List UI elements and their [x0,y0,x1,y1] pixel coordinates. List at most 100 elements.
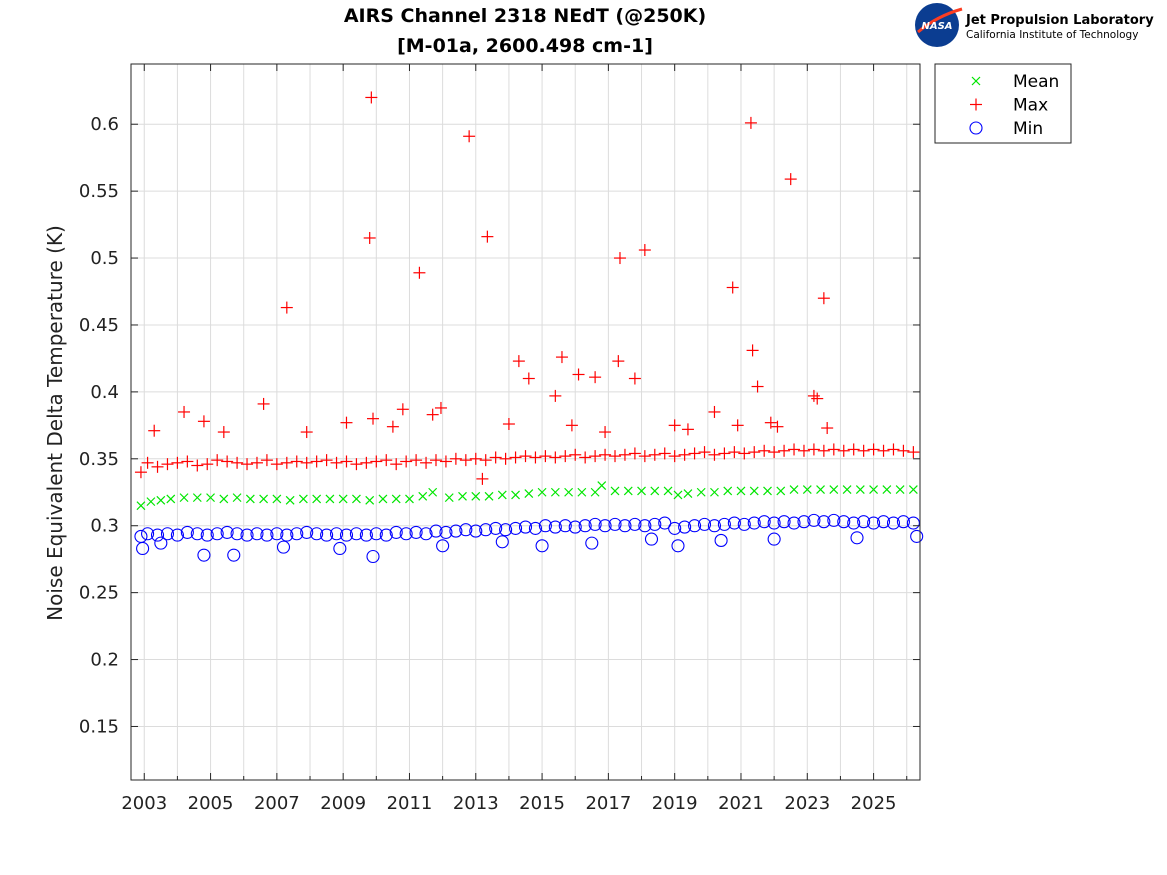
legend-marker-min [969,121,983,135]
data-point [908,485,918,495]
data-point [370,455,383,468]
data-point [776,486,786,496]
data-point [260,528,274,542]
data-point [549,451,562,464]
data-point [837,515,851,529]
data-point [767,516,781,530]
data-point [817,515,831,529]
data-point [449,524,463,538]
data-point [807,389,820,402]
data-point [757,515,771,529]
data-point [751,380,764,393]
data-point [310,455,323,468]
data-point [495,535,509,549]
data-point [141,527,155,541]
x-tick-label: 2013 [453,793,499,814]
data-point [280,528,294,542]
data-point [910,529,924,543]
data-point [330,456,343,469]
series-layer [134,91,924,564]
data-point [887,443,900,456]
nasa-swoosh-icon [917,7,963,34]
data-point [479,523,493,537]
data-point [837,444,850,457]
data-point [907,446,920,459]
x-tick-label: 2021 [718,793,764,814]
data-point [609,450,622,463]
data-point [811,392,824,405]
data-point [390,458,403,471]
data-point [426,408,439,421]
data-point [210,527,224,541]
data-point [869,485,879,495]
data-point [710,487,719,497]
data-point [585,536,599,550]
data-point [797,444,810,457]
data-point [300,456,313,469]
data-point [597,481,607,490]
series-min [134,513,924,564]
data-point [200,528,214,542]
data-point [857,444,870,457]
data-point [668,521,682,535]
data-point [201,458,214,471]
data-point [817,444,830,457]
data-point [638,450,651,463]
data-point [896,515,910,529]
data-point [329,527,344,541]
y-tick-label: 0.5 [90,248,119,269]
y-tick-label: 0.25 [79,583,119,604]
data-point [618,519,632,533]
data-point [696,487,706,497]
data-point [280,456,293,469]
data-point [688,519,702,533]
data-point [481,230,494,243]
data-point [428,487,438,497]
data-point [738,447,751,460]
data-point [658,447,671,460]
data-point [511,490,520,500]
data-point [280,301,293,314]
series-max [134,91,920,485]
data-point [148,424,161,437]
data-point [136,501,146,511]
data-point [565,419,578,432]
data-point [673,490,683,500]
legend: Mean Max Min [934,63,1072,144]
data-point [340,416,353,429]
legend-items: Mean Max Min [969,72,1059,139]
data-point [509,521,523,535]
data-point [589,450,602,463]
data-point [241,458,254,471]
data-point [179,493,189,503]
data-point [378,494,388,504]
data-point [290,527,304,541]
x-tick-label: 2005 [188,793,234,814]
data-point [767,532,781,546]
data-point [191,459,204,472]
y-tick-labels: 0.15 0.2 0.25 0.3 0.35 0.4 0.45 0.5 0.55 0.6 [79,114,119,737]
data-point [340,455,353,468]
legend-label-mean: Mean [1013,72,1059,92]
data-point [192,493,202,503]
data-point [211,454,224,467]
data-point [737,517,751,531]
data-point [797,515,811,529]
x-tick-label: 2007 [254,793,300,814]
data-point [206,493,215,503]
data-point [369,527,383,541]
data-point [707,519,722,533]
data-point [768,446,781,459]
data-point [400,455,413,468]
data-point [221,455,234,468]
data-point [568,520,582,534]
data-point [232,493,242,503]
data-point [363,231,376,244]
data-point [272,494,282,504]
data-point [413,266,426,279]
data-point [276,540,291,554]
data-point [727,516,741,530]
data-point [509,451,522,464]
legend-label-max: Max [1013,96,1048,116]
